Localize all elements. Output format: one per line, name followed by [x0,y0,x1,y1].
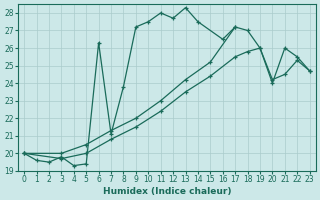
X-axis label: Humidex (Indice chaleur): Humidex (Indice chaleur) [103,187,231,196]
